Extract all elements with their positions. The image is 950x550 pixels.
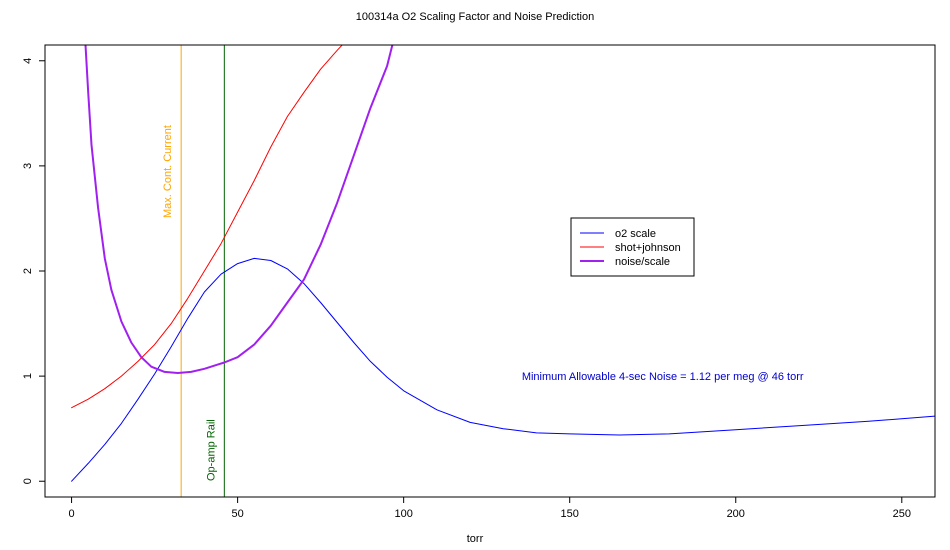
plot-frame — [44, 44, 936, 498]
series-line — [71, 45, 343, 409]
y-tick-label: 1 — [22, 373, 34, 379]
x-tick-label: 250 — [893, 508, 911, 520]
legend-label: o2 scale — [615, 228, 656, 240]
x-axis: 0 50 100 150 200 250 — [69, 496, 911, 520]
y-tick-label: 3 — [22, 163, 34, 169]
reference-lines: Max. Cont. Current Op-amp Rail — [162, 45, 225, 497]
legend: o2 scale shot+johnson noise/scale — [570, 217, 695, 277]
reference-line-label: Max. Cont. Current — [162, 125, 174, 218]
legend-label: shot+johnson — [615, 242, 681, 254]
y-tick-label: 4 — [22, 58, 34, 64]
x-tick-label: 0 — [69, 508, 75, 520]
y-tick-label: 0 — [22, 478, 34, 484]
annotations: Minimum Allowable 4-sec Noise = 1.12 per… — [522, 371, 804, 383]
x-tick-label: 100 — [394, 508, 412, 520]
chart-title: 100314a O2 Scaling Factor and Noise Pred… — [356, 11, 594, 23]
y-tick-label: 2 — [22, 268, 34, 274]
series-line — [84, 45, 394, 374]
y-axis: 0 1 2 3 4 — [22, 58, 46, 484]
x-tick-label: 50 — [231, 508, 243, 520]
x-tick-label: 200 — [727, 508, 745, 520]
x-tick-label: 150 — [561, 508, 579, 520]
reference-line-label: Op-amp Rail — [205, 419, 217, 481]
x-axis-label: torr — [467, 533, 484, 545]
annotation-text: Minimum Allowable 4-sec Noise = 1.12 per… — [522, 371, 804, 383]
legend-label: noise/scale — [615, 256, 670, 268]
series-lines — [71, 45, 935, 482]
